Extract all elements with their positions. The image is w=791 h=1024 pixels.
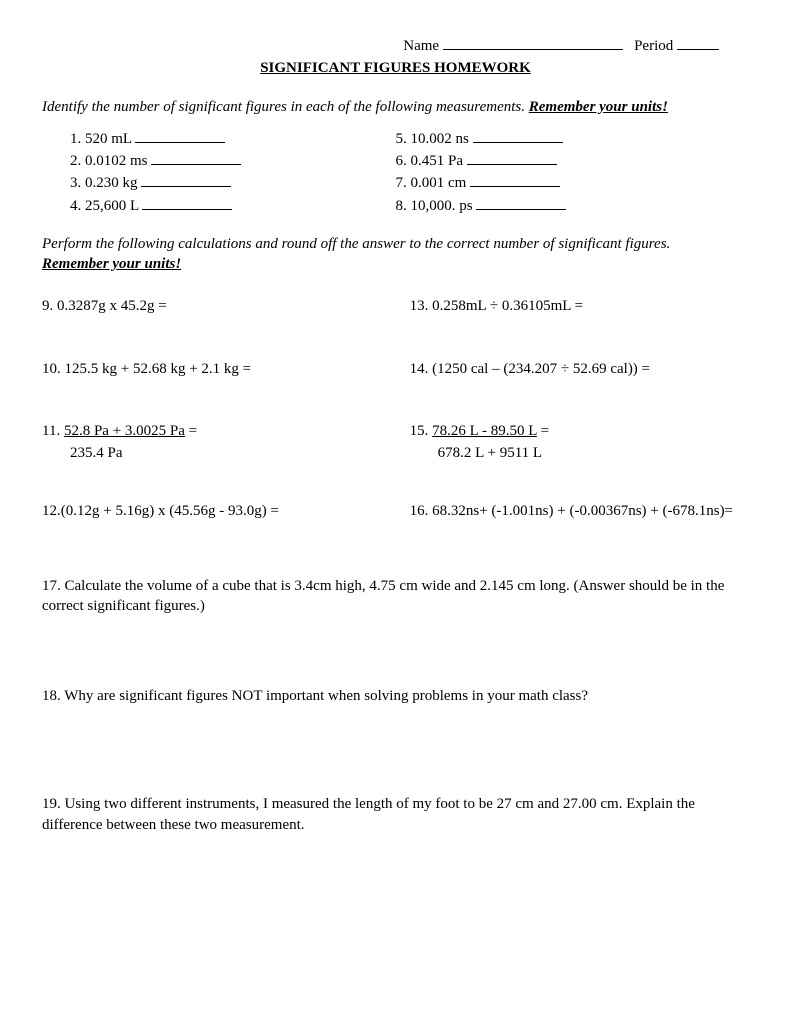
section1-instructions: Identify the number of significant figur…: [42, 97, 749, 117]
item-1: 1. 520 mL: [70, 129, 396, 149]
answer-blank: [151, 151, 241, 165]
answer-blank: [476, 196, 566, 210]
item-5: 5. 10.002 ns: [396, 129, 750, 149]
item-2: 2. 0.0102 ms: [70, 151, 396, 171]
problem-row-1: 9. 0.3287g x 45.2g = 13. 0.258mL ÷ 0.361…: [42, 296, 749, 318]
section2-text: Perform the following calculations and r…: [42, 236, 670, 252]
p15-denominator: 678.2 L + 9511 L: [410, 443, 749, 463]
item-8: 8. 10,000. ps: [396, 196, 750, 216]
item-7: 7. 0.001 cm: [396, 173, 750, 193]
p11-denominator: 235.4 Pa: [42, 443, 410, 463]
answer-blank: [470, 173, 560, 187]
item-6: 6. 0.451 Pa: [396, 151, 750, 171]
answer-blank: [141, 173, 231, 187]
problem-13: 13. 0.258mL ÷ 0.36105mL =: [410, 296, 749, 316]
items-grid: 1. 520 mL 2. 0.0102 ms 3. 0.230 kg 4. 25…: [42, 129, 749, 218]
page-title: SIGNIFICANT FIGURES HOMEWORK: [42, 58, 749, 78]
problem-16: 16. 68.32ns+ (-1.001ns) + (-0.00367ns) +…: [410, 501, 749, 521]
p15-numerator: 78.26 L - 89.50 L: [432, 423, 537, 439]
problem-row-3: 11. 52.8 Pa + 3.0025 Pa = 235.4 Pa 15. 7…: [42, 421, 749, 464]
items-col-left: 1. 520 mL 2. 0.0102 ms 3. 0.230 kg 4. 25…: [42, 129, 396, 218]
problem-row-4: 12.(0.12g + 5.16g) x (45.56g - 93.0g) = …: [42, 501, 749, 523]
header-row: Name Period: [42, 36, 749, 56]
item-4: 4. 25,600 L: [70, 196, 396, 216]
problem-11: 11. 52.8 Pa + 3.0025 Pa = 235.4 Pa: [42, 421, 410, 464]
name-label: Name: [403, 38, 439, 54]
problem-17: 17. Calculate the volume of a cube that …: [42, 576, 749, 617]
p11-numerator: 52.8 Pa + 3.0025 Pa: [64, 423, 185, 439]
section2-instructions: Perform the following calculations and r…: [42, 234, 749, 275]
answer-blank: [467, 151, 557, 165]
period-blank: [677, 36, 719, 50]
problem-row-2: 10. 125.5 kg + 52.68 kg + 2.1 kg = 14. (…: [42, 359, 749, 381]
problem-10: 10. 125.5 kg + 52.68 kg + 2.1 kg =: [42, 359, 410, 379]
problem-18: 18. Why are significant figures NOT impo…: [42, 686, 749, 706]
answer-blank: [473, 129, 563, 143]
section2-emphasis: Remember your units!: [42, 256, 181, 272]
problem-12: 12.(0.12g + 5.16g) x (45.56g - 93.0g) =: [42, 501, 410, 521]
problem-15: 15. 78.26 L - 89.50 L = 678.2 L + 9511 L: [410, 421, 749, 464]
section1-emphasis: Remember your units!: [529, 99, 668, 115]
item-3: 3. 0.230 kg: [70, 173, 396, 193]
period-label: Period: [634, 38, 673, 54]
section1-text: Identify the number of significant figur…: [42, 99, 529, 115]
answer-blank: [142, 196, 232, 210]
items-col-right: 5. 10.002 ns 6. 0.451 Pa 7. 0.001 cm 8. …: [396, 129, 750, 218]
name-blank: [443, 36, 623, 50]
problem-9: 9. 0.3287g x 45.2g =: [42, 296, 410, 316]
problem-14: 14. (1250 cal – (234.207 ÷ 52.69 cal)) =: [410, 359, 749, 379]
answer-blank: [135, 129, 225, 143]
problem-19: 19. Using two different instruments, I m…: [42, 794, 749, 835]
